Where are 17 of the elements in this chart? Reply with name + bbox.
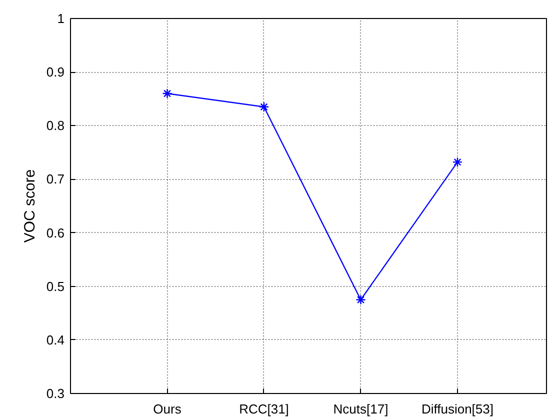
y-tick-label: 0.6 [46, 225, 65, 240]
point [258, 102, 270, 112]
y-tick-label: 0.9 [46, 64, 65, 80]
x-tick-label: Ncuts[17] [333, 402, 388, 416]
point [356, 294, 366, 305]
y-tick-label: 0.4 [46, 332, 65, 348]
y-tick-label: 0.7 [46, 172, 65, 187]
y-tick-label: 1 [57, 11, 65, 26]
point [452, 156, 463, 168]
y-tick-label: 0.3 [46, 386, 65, 401]
y-axis-title: VOC score [21, 169, 38, 243]
x-tick-label: Diffusion[53] [421, 402, 494, 416]
y-tick-label: 0.8 [46, 118, 65, 134]
x-tick-label: Ours [153, 402, 182, 416]
point [162, 88, 172, 99]
y-tick-label: 0.5 [46, 278, 65, 294]
x-tick-label: RCC[31] [239, 402, 289, 416]
